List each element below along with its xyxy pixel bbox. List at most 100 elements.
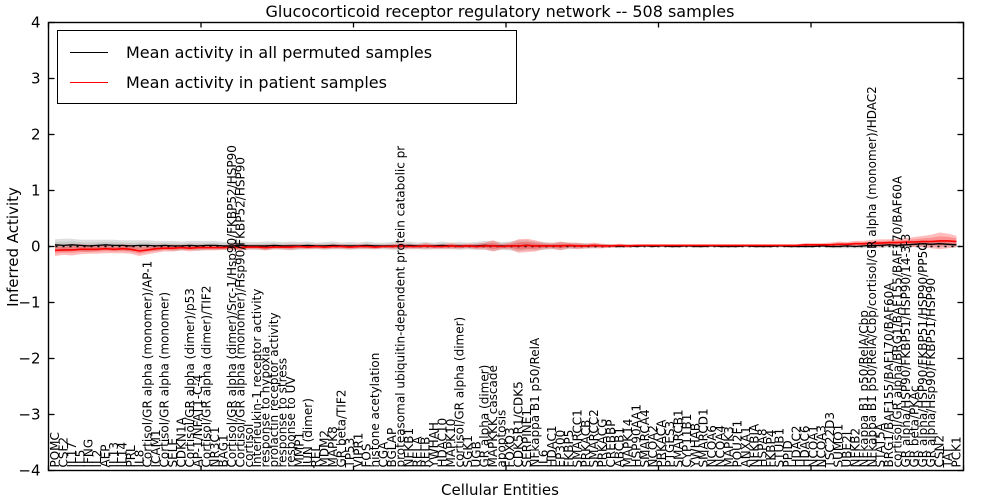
x-tick-label: GR alpha/HSP90/FKBP51/HSP90/PP5C [916,242,930,467]
x-tick-label: RELA [410,436,424,468]
x-tick-label: Cortisol/GR alpha (monomer)/Hsp90/FKBP52… [233,157,247,467]
x-tick-label: ABCB1 [612,427,626,467]
x-tick-label: REL [309,445,323,468]
x-tick-label: ANXA1 [739,426,753,467]
x-tick-label: CDKN1A [174,416,188,467]
x-tick-label: Cortisol/GR alpha (dimer)/TIF2 [200,286,214,468]
x-tick-label: BAG1 [217,434,231,467]
x-tick-label: Cortisol/GR alpha (dimer)/Src-1/Hsp90/FK… [225,145,239,467]
x-tick-label: PRKACA [655,419,669,468]
x-tick-label: YWHAH [427,422,441,468]
x-tick-label: CDK5R1/CDK5 [511,381,525,467]
x-tick-label: HSPA8 [756,429,770,468]
x-tick-label: IL5 [73,450,87,468]
x-tick-label: SERPINE1 [520,409,534,468]
x-tick-label: STUB1 [773,428,787,468]
x-tick-label: PRL [124,445,138,468]
patient-line-swatch [70,81,108,83]
y-tick-label: 3 [31,70,41,88]
x-axis-label: Cellular Entities [441,481,559,499]
y-tick-label: −3 [18,406,40,424]
x-tick-label: SMARCC1 [570,409,584,467]
x-tick-label: apoptosis [495,410,509,468]
x-tick-label: TSC22D3 [823,412,837,468]
x-tick-label: MMP1 [292,432,306,468]
x-tick-label: IL14 [115,442,129,468]
plot-title: Glucocorticoid receptor regulatory netwo… [265,2,735,21]
x-tick-label: VIPR1 [351,433,365,468]
x-tick-label: SMARCC2 [587,409,601,467]
x-tick-label: MAPK8 [326,426,340,467]
x-tick-label: IFNG [82,439,96,468]
x-tick-label: EP300 [554,430,568,468]
x-tick-label: cortisol/GR alpha/BRG1/BAF155/BAF170/BAF… [891,175,905,467]
x-tick-label: FOXO3 [503,427,517,467]
y-tick-label: 4 [31,14,41,32]
x-tick-label: CGA [377,441,391,468]
y-tick-label: 2 [31,126,41,144]
y-tick-label: −4 [18,462,40,480]
x-tick-label: YWHAB [688,423,702,469]
x-tick-label: CSN2 [933,435,947,468]
x-tick-label: PPID [781,440,795,467]
x-tick-label: histone acetylation [368,353,382,468]
x-tick-label: prolactin receptor activity [267,312,281,467]
x-tick-label: cortisol [242,424,256,468]
x-tick-label: NCOA3 [815,425,829,467]
x-tick-label: MAPK14 [621,419,635,468]
y-tick-label: 0 [31,238,41,256]
x-tick-label: POMC [48,432,62,467]
x-tick-label: CSF2 [56,437,70,468]
x-tick-label: IL6 [537,450,551,468]
x-tick-label: BRG1/BAF155/BAF170/BAF60A [882,282,896,468]
x-tick-label: Interleukin-1 receptor activity [250,289,264,468]
x-tick-label: BGLAP [385,428,399,468]
x-tick-label: AP-1/NFAT1-C-4 [191,375,205,468]
legend-entry-permuted: Mean activity in all permuted samples [58,37,516,67]
x-tick-label: HDAC1 [545,425,559,467]
x-tick-label: JUN (dimer) [301,398,315,468]
x-tick-label: SMARCB1 [671,409,685,467]
legend-label-patient: Mean activity in patient samples [126,72,387,92]
x-tick-label: NR3C1 [208,427,222,468]
x-tick-label: NCOA4 [714,425,728,467]
x-tick-label: FKBP5 [562,430,576,468]
x-tick-label: SGK1 [461,435,475,467]
legend: Mean activity in all permuted samples Me… [57,30,517,104]
x-tick-label: UGB [469,441,483,467]
y-tick-label: 1 [31,182,41,200]
x-tick-label: NFkappa B1 p50/RelA [528,337,542,468]
x-tick-label: HDAC2 [789,425,803,467]
x-tick-label: NCOA1 [806,425,820,467]
x-tick-label: CREBBP [604,420,618,468]
y-tick-label: −2 [18,350,40,368]
x-tick-label: UBE2I [840,432,854,468]
x-tick-label: POU2F1 [730,420,744,468]
x-tick-label: proteasomal ubiquitin-dependent protein … [393,146,407,468]
x-tick-label: STAT5A [874,422,888,467]
x-tick-label: TP53 [343,438,357,469]
x-tick-label: GR alpha/Hsp90/FKBP51/HSP90 [924,278,938,468]
x-tick-label: NFKB2 [848,428,862,468]
x-tick-label: RELB [419,437,433,468]
x-tick-label: FKBP4 [764,430,778,468]
legend-label-permuted: Mean activity in all permuted samples [126,42,433,62]
y-tick-label: −1 [18,294,40,312]
x-tick-label: cortisol/GR alpha (dimer) [452,317,466,468]
x-tick-label: MAPK3 [722,426,736,467]
x-tick-label: MAPK10 [444,419,458,468]
x-tick-label: GR alpha (dimer) [478,365,492,468]
patient-band-outer [55,232,957,256]
x-tick-label: PCK1 [950,436,964,467]
x-tick-label: SMARCA4 [638,409,652,467]
x-tick-label: GR alpha/HSP90/FKBP51/HSP90/14-3-3 [899,234,913,468]
x-tick-label: Cortisol/GR alpha (dimer)/p53 [183,288,197,467]
x-tick-label: FOS [360,444,374,468]
x-tick-label: PTGES3 [663,421,677,468]
x-tick-label: response to stress [275,358,289,468]
x-tick-label: HDAC6 [798,425,812,467]
x-tick-label: NFKB1 [402,428,416,468]
x-tick-label: HSP90AA1 [629,404,643,468]
x-tick-label: SELE [166,438,180,467]
x-tick-label: GR beta/PKAc [907,385,921,467]
